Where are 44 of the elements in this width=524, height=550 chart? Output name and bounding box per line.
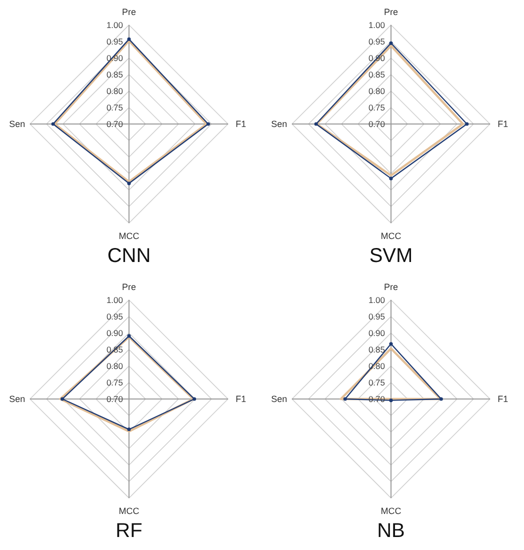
y-tick-label: 0.75 (106, 378, 124, 388)
spoke-label: F1 (236, 394, 246, 404)
spoke-label: MCC (380, 230, 402, 241)
spoke-label: Pre (384, 282, 398, 292)
spoke-label: F1 (236, 119, 246, 129)
y-tick-label: 0.75 (368, 102, 386, 112)
spoke-label: Sen (9, 119, 26, 129)
spoke-label: F1 (498, 119, 508, 129)
spoke-label: Sen (271, 394, 288, 404)
y-tick-label: 0.80 (368, 86, 386, 96)
spoke-label: Pre (384, 7, 398, 18)
y-tick-label: 0.95 (368, 312, 386, 322)
y-tick-label: 0.90 (106, 328, 124, 338)
y-tick-label: 0.70 (368, 119, 386, 129)
y-tick-label: 0.85 (368, 70, 386, 80)
y-tick-label: 0.95 (106, 36, 124, 46)
y-tick-label: 0.70 (106, 119, 124, 129)
y-tick-label: 1.00 (368, 295, 386, 305)
spoke-label: Pre (122, 282, 136, 292)
y-tick-label: 0.80 (106, 86, 124, 96)
spoke-label: MCC (380, 506, 402, 516)
y-tick-label: 1.00 (368, 20, 386, 30)
y-tick-label: 1.00 (106, 295, 124, 305)
text: SVM (369, 245, 413, 267)
y-tick-label: 0.95 (368, 36, 386, 46)
y-tick-label: 1.00 (106, 20, 124, 30)
spoke-label: F1 (498, 394, 508, 404)
spoke-label: Pre (122, 7, 136, 18)
y-tick-label: 0.75 (106, 102, 124, 112)
spoke-label: MCC (118, 230, 140, 241)
spoke-label: Sen (9, 394, 26, 404)
y-tick-label: 0.85 (368, 344, 386, 354)
y-tick-label: 0.70 (106, 394, 124, 404)
y-tick-label: 0.95 (106, 312, 124, 322)
y-tick-label: 0.80 (106, 361, 124, 371)
text: CNN (107, 245, 151, 267)
y-tick-label: 0.70 (368, 394, 386, 404)
text: RF (116, 520, 142, 542)
spoke-label: MCC (118, 506, 140, 516)
y-tick-label: 0.85 (106, 70, 124, 80)
spoke-label: Sen (271, 119, 288, 129)
text: NB (377, 520, 405, 542)
y-tick-label: 0.90 (368, 328, 386, 338)
y-tick-label: 0.75 (368, 378, 386, 388)
